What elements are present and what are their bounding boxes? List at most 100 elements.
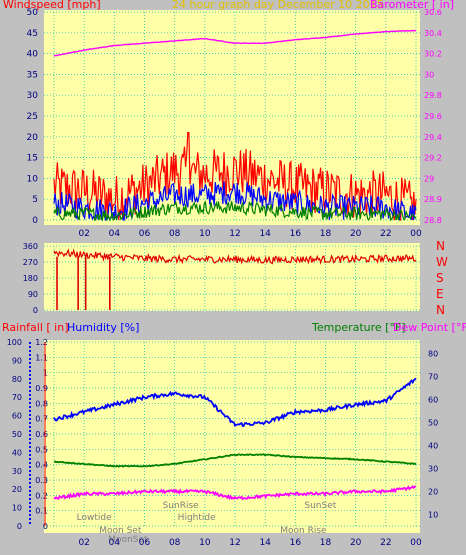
x-tick-label: 18 — [320, 229, 332, 239]
wind-y-tick: 35 — [27, 70, 38, 80]
rainfall-y-tick: 0.4 — [35, 461, 48, 470]
temperature-y-tick: 50 — [428, 419, 438, 428]
x-tick-label: 10 — [199, 538, 211, 548]
compass-tick: N — [436, 303, 445, 317]
direction-y-tick: 360 — [23, 242, 38, 251]
wind-y-tick: 15 — [27, 154, 38, 164]
compass-tick: W — [436, 255, 448, 269]
series-wind_low — [53, 200, 417, 222]
event-label: Hightide — [178, 513, 216, 523]
rainfall-y-tick: 0.8 — [35, 399, 48, 408]
series-barometer — [53, 29, 417, 57]
x-tick-label: 12 — [229, 538, 240, 548]
x-tick-label: 16 — [290, 538, 302, 548]
wind-y-axis-left: 0 5 10 15 20 25 30 35 40 45 50 — [27, 8, 39, 226]
x-tick-label: 00 — [410, 538, 422, 548]
humidity-y-tick: 80 — [12, 375, 22, 384]
direction-y-axis-left: 0 90 180 270 360 — [23, 242, 38, 315]
dewpoint-axis-title: Dew Point [°F] — [393, 321, 466, 334]
wind-y-tick: 5 — [32, 195, 38, 205]
humidity-y-tick: 40 — [12, 448, 22, 457]
temperature-y-tick: 20 — [428, 488, 438, 497]
wind-y-tick: 0 — [32, 216, 38, 226]
wind-series — [53, 29, 417, 222]
barometer-y-tick: 29.6 — [424, 112, 442, 121]
series-humidity — [53, 377, 417, 428]
direction-y-tick: 90 — [28, 290, 38, 299]
x-tick-label: 20 — [350, 538, 362, 548]
rainfall-y-tick: 0.6 — [35, 430, 48, 439]
barometer-y-tick: 29.8 — [424, 91, 442, 100]
x-tick-label: 04 — [109, 229, 121, 239]
series-temperature — [53, 453, 417, 468]
x-tick-label: 04 — [109, 538, 121, 548]
x-tick-label: 02 — [78, 538, 89, 548]
wind-y-tick: 50 — [27, 8, 39, 18]
event-label: SunSet — [304, 501, 336, 511]
direction-series — [53, 248, 417, 310]
x-tick-label: 22 — [380, 538, 391, 548]
compass-tick: E — [436, 287, 444, 301]
barometer-y-tick: 28.8 — [424, 216, 442, 225]
barometer-axis-title: Barometer [ in] — [370, 0, 454, 11]
humidity-y-tick: 0 — [17, 522, 22, 531]
humidity-y-tick: 20 — [12, 485, 22, 494]
series-wind-direction — [53, 248, 417, 265]
compass-tick: S — [436, 271, 444, 285]
direction-y-tick: 180 — [23, 274, 38, 283]
rainfall-axis-title: Rainfall [ in] — [2, 321, 69, 334]
humidity-y-tick: 30 — [12, 467, 22, 476]
rainfall-y-axis: 00.10.20.30.40.50.60.70.80.911.11.2 — [35, 338, 48, 531]
wind-y-tick: 25 — [27, 112, 38, 122]
temperature-y-tick: 10 — [428, 511, 438, 520]
barometer-y-axis-right: 28.8 28.9 29 29.2 29.4 29.6 29.8 30 30.2 30.4 30.6 — [424, 8, 442, 225]
compass-tick: N — [436, 239, 445, 253]
series-wind_gust — [53, 132, 417, 221]
x-tick-label: 10 — [199, 229, 211, 239]
barometer-y-tick: 28.9 — [424, 195, 442, 204]
climate-panel-bg — [44, 340, 420, 533]
humidity-y-axis: 0 10 20 30 40 50 60 70 80 90 100 — [7, 338, 31, 531]
x-tick-label: 06 — [139, 538, 151, 548]
barometer-y-tick: 29 — [424, 174, 434, 183]
x-tick-label: 00 — [410, 229, 422, 239]
climate-x-axis: 02 04 06 08 10 12 14 16 18 20 22 00 — [78, 538, 422, 548]
event-label: Lowtide — [77, 513, 112, 523]
x-tick-label: 20 — [350, 229, 362, 239]
barometer-y-tick: 29.4 — [424, 133, 442, 142]
temperature-y-tick: 70 — [428, 373, 438, 382]
x-tick-label: 16 — [290, 229, 302, 239]
x-tick-label: 14 — [259, 538, 271, 548]
x-tick-label: 02 — [78, 229, 89, 239]
barometer-y-tick: 30.4 — [424, 29, 442, 38]
rainfall-y-tick: 0.2 — [35, 491, 48, 500]
direction-y-tick: 0 — [33, 306, 38, 315]
graph-title: 24 hour graph day December 10 2015 — [172, 0, 384, 11]
x-tick-label: 14 — [259, 229, 271, 239]
humidity-y-tick: 10 — [12, 504, 22, 513]
humidity-y-tick: 100 — [7, 338, 22, 347]
climate-series — [53, 377, 417, 501]
rainfall-y-tick: 0.9 — [35, 384, 48, 393]
humidity-y-tick: 90 — [12, 356, 22, 365]
rainfall-y-tick: 0 — [43, 522, 48, 531]
x-tick-label: 08 — [169, 538, 181, 548]
humidity-y-tick: 60 — [12, 412, 22, 421]
humidity-y-tick: 70 — [12, 393, 22, 402]
event-label: Moon Set — [99, 526, 142, 536]
wind-y-tick: 20 — [27, 133, 39, 143]
rainfall-y-tick: 0.7 — [35, 415, 48, 424]
temperature-axis-title: Temperature [°F] — [311, 321, 406, 334]
temperature-y-tick: 60 — [428, 396, 438, 405]
x-tick-label: 08 — [169, 229, 181, 239]
event-label: Moon Rise — [280, 526, 327, 536]
temperature-y-tick: 30 — [428, 465, 438, 474]
barometer-y-tick: 30 — [424, 70, 434, 79]
barometer-y-tick: 30.2 — [424, 50, 442, 59]
rainfall-y-tick: 0.1 — [35, 507, 48, 516]
windspeed-axis-title: Windspeed [mph] — [3, 0, 101, 11]
wind-y-tick: 30 — [27, 91, 39, 101]
wind-y-tick: 10 — [27, 174, 39, 184]
